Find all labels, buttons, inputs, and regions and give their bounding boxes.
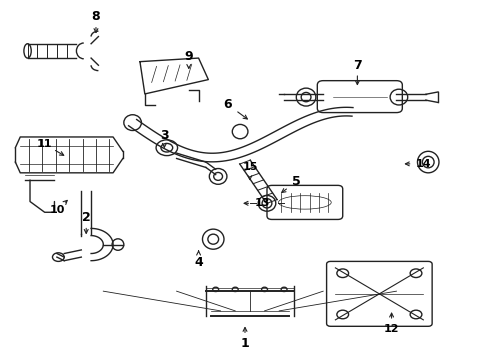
Text: 5: 5 [292,175,301,188]
Text: 7: 7 [353,59,362,72]
Text: 11: 11 [37,139,52,149]
Text: 1: 1 [241,337,249,350]
Text: 10: 10 [49,206,65,216]
Text: 14: 14 [416,159,431,169]
Text: 13: 13 [254,198,270,208]
Text: 9: 9 [185,50,193,63]
Text: 6: 6 [223,98,232,111]
Text: 15: 15 [242,162,258,172]
Text: 3: 3 [160,129,169,142]
Text: 8: 8 [92,10,100,23]
Text: 4: 4 [194,256,203,269]
Text: 2: 2 [82,211,91,224]
Text: 12: 12 [384,324,399,334]
